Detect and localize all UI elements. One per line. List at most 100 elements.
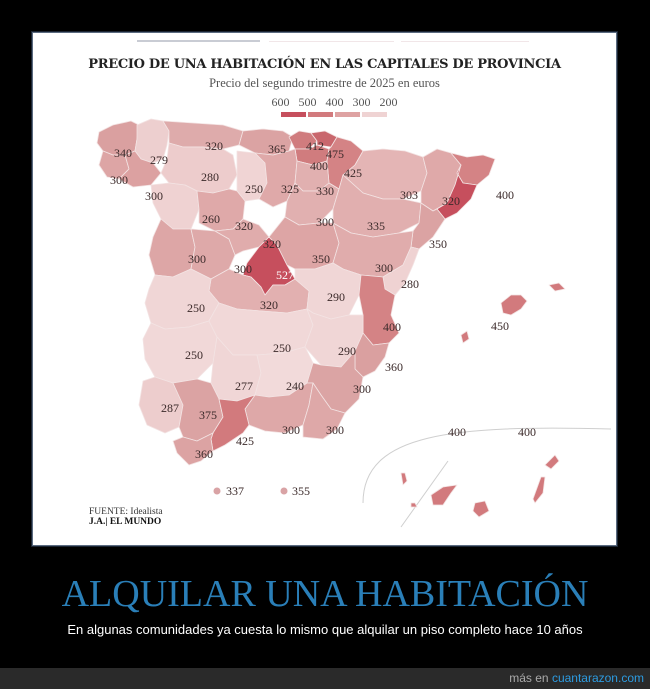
label-girona: 400 [496,188,514,202]
label-tenerife: 400 [448,425,466,439]
label-coruna: 340 [114,146,132,160]
label-murcia: 300 [353,382,371,396]
label-lleida: 320 [442,194,460,208]
legend-item: 400 [321,95,360,117]
region-barcelona [436,164,478,220]
top-rule [137,40,260,42]
label-huelva: 287 [161,401,179,415]
legend-swatch [362,112,387,117]
label-palencia: 250 [245,182,263,196]
label-cordoba: 277 [235,379,253,393]
top-rule [401,41,529,42]
region-caceres [144,268,220,330]
label-navarra: 425 [344,166,362,180]
canary-inset-arc [362,427,612,504]
melilla-dot [280,487,288,495]
label-gipuzkoa: 475 [326,147,344,161]
region-almeria [302,382,346,440]
label-rioja: 330 [316,184,334,198]
legend-label: 200 [379,95,398,109]
label-sevilla: 375 [199,408,217,422]
ceuta-melilla: 337 355 [213,484,310,498]
label-almeria: 300 [326,423,344,437]
legend-label: 600 [271,95,290,109]
legend-item: 600 [267,95,306,117]
region-valencia [358,274,400,346]
label-teruel: 300 [375,261,393,275]
ceuta-dot [213,487,221,495]
region-grancanaria [472,500,490,518]
region-lanzarote [544,454,560,470]
region-tenerife [430,484,458,506]
label-laspalmas: 400 [518,425,536,439]
region-badajoz [142,320,218,384]
label-ciudadreal: 250 [273,341,291,355]
chart-title: PRECIO DE UNA HABITACIÓN EN LAS CAPITALE… [88,57,561,72]
source-line: FUENTE: Idealista [89,507,163,517]
label-zaragoza: 335 [367,219,385,233]
label-caceres: 250 [187,301,205,315]
label-malaga: 425 [236,434,254,448]
footer-bar: más en cuantarazon.com [0,668,650,689]
region-zamora [150,182,200,230]
label-asturias: 320 [205,139,223,153]
region-cadiz [172,432,214,466]
footer-credit: más en cuantarazon.com [509,671,644,685]
label-salamanca: 300 [188,252,206,266]
legend-label: 400 [325,95,344,109]
region-malaga [210,394,256,452]
label-ourense: 300 [145,189,163,203]
region-lugo [134,118,170,164]
chart-subtitle: Precio del segundo trimestre de 2025 en … [209,76,440,90]
legend-swatch [308,112,333,117]
top-rule [269,41,394,42]
label-baleares: 450 [491,319,509,333]
label-valencia: 400 [383,320,401,334]
label-leon: 280 [201,170,219,184]
region-ourense [118,150,162,188]
label-madrid: 527 [276,268,294,282]
label-granada: 300 [282,423,300,437]
canary-divider [400,460,449,528]
label-castellon: 280 [401,277,419,291]
site-link[interactable]: cuantarazon.com [551,671,644,685]
label-cantabria: 365 [268,142,286,156]
infographic-frame: PRECIO DE UNA HABITACIÓN EN LAS CAPITALE… [32,32,617,546]
label-valladolid: 320 [235,219,253,233]
value-labels: 340 279 300 300 320 365 412 475 400 425 … [110,139,536,461]
spain-map: 340 279 300 300 320 365 412 475 400 425 … [96,118,612,528]
legend-item: 500 [294,95,333,117]
legend-label: 500 [298,95,317,109]
caption-subtitle: En algunas comunidades ya cuesta lo mism… [67,622,583,637]
label-guadalajara: 350 [312,252,330,266]
region-fuerteventura [532,476,546,504]
label-badajoz: 250 [185,348,203,362]
legend-swatch [281,112,306,117]
legend-label: 300 [352,95,371,109]
label-zamora: 260 [202,212,220,226]
label-pontevedra: 300 [110,173,128,187]
footer-prefix: más en [509,671,552,685]
label-jaen: 240 [286,379,304,393]
label-soria: 300 [316,215,334,229]
label-melilla: 355 [292,484,310,498]
region-baleares-mallorca [500,294,528,316]
label-segovia: 320 [263,237,281,251]
region-baleares-menorca [548,282,566,292]
author-line: J.A.| EL MUNDO [89,517,162,527]
label-alava: 400 [310,159,328,173]
source-credit: FUENTE: Idealista J.A.| EL MUNDO [89,507,163,527]
label-tarragona: 350 [429,237,447,251]
label-burgos: 325 [281,182,299,196]
label-huesca: 303 [400,188,418,202]
region-gomera [410,502,418,508]
region-lapalma [400,472,408,486]
label-toledo: 320 [260,298,278,312]
color-legend: 600 500 400 300 200 [267,95,402,117]
region-baleares-ibiza [460,330,470,344]
label-albacete: 290 [338,344,356,358]
legend-item: 200 [375,95,402,117]
region-tarragona [410,202,446,250]
label-bizkaia: 412 [306,139,324,153]
label-lugo: 279 [150,153,168,167]
